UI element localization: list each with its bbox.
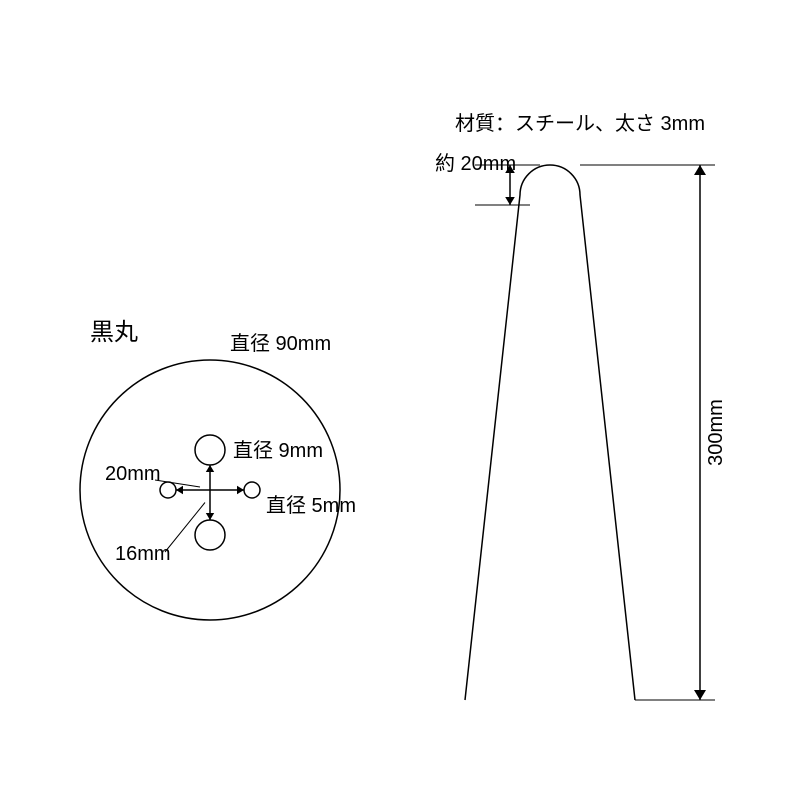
right-diameter-label: 直径 5mm	[266, 494, 356, 517]
inner-left-circle	[160, 482, 176, 498]
material-label: 材質：スチール、太さ 3mm	[455, 112, 705, 135]
outer-diameter-label: 直径 90mm	[230, 332, 331, 355]
height-label: 300mm	[705, 399, 727, 466]
arrow-head	[694, 165, 706, 175]
arch-shape	[465, 165, 635, 700]
arrow-head	[237, 486, 244, 494]
v-arrow-label: 16mm	[115, 543, 171, 565]
inner-top-circle	[195, 435, 225, 465]
h-arrow-label: 20mm	[105, 463, 161, 485]
arrow-head	[694, 690, 706, 700]
arrow-head	[176, 486, 183, 494]
inner-right-circle	[244, 482, 260, 498]
cap-height-label: 約 20mm	[435, 152, 516, 175]
arrow-head	[206, 465, 214, 472]
arrow-head	[505, 197, 515, 205]
left-title: 黒丸	[90, 319, 138, 346]
arrow-head	[206, 513, 214, 520]
top-diameter-label: 直径 9mm	[233, 439, 323, 462]
inner-bottom-circle	[195, 520, 225, 550]
